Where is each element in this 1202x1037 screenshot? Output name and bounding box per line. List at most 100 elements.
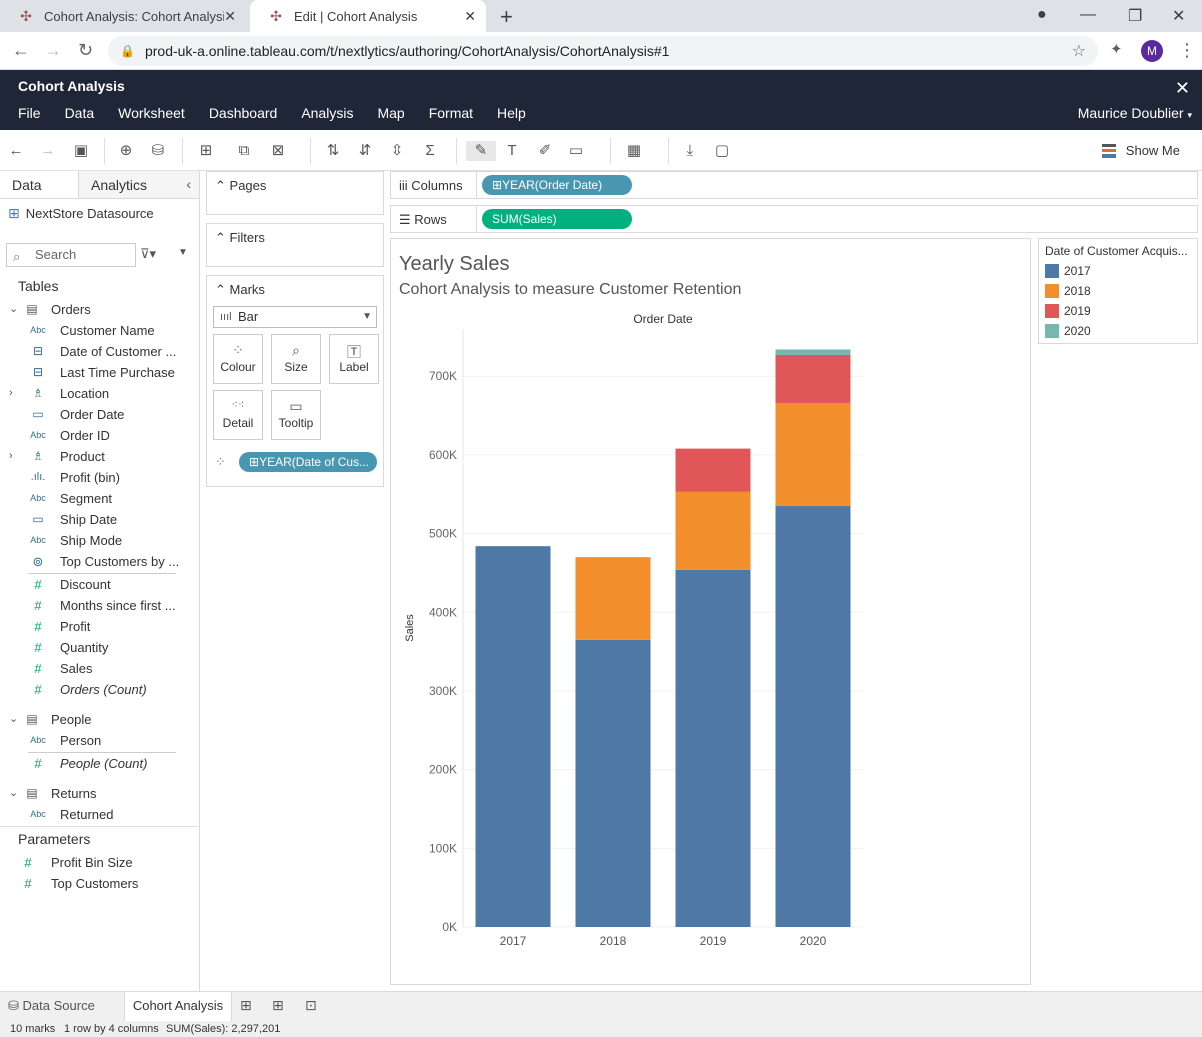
- field-item[interactable]: Abc Customer Name: [0, 320, 200, 341]
- bookmark-star-icon[interactable]: ☆: [1071, 43, 1086, 60]
- field-item[interactable]: Abc Segment: [0, 488, 200, 509]
- columns-shelf[interactable]: iii Columns ⊞YEAR(Order Date): [390, 171, 1198, 199]
- measure-item[interactable]: # Quantity: [0, 637, 200, 658]
- close-tab-icon[interactable]: ✕: [464, 8, 476, 24]
- new-dashboard-tab-icon[interactable]: ⊞: [272, 997, 284, 1013]
- save-icon[interactable]: ▣: [73, 142, 89, 159]
- new-story-tab-icon[interactable]: ⊡: [305, 997, 317, 1013]
- menu-dashboard[interactable]: Dashboard: [208, 105, 278, 121]
- new-datasource-icon[interactable]: ⊕: [119, 142, 133, 159]
- totals-icon[interactable]: Σ: [425, 142, 435, 159]
- table-orders[interactable]: ⌄ ▤ Orders: [0, 299, 200, 320]
- view-options-icon[interactable]: ▼: [178, 247, 188, 258]
- field-item[interactable]: › ♗ Product: [0, 446, 200, 467]
- undo-icon[interactable]: ←: [8, 142, 24, 159]
- menu-map[interactable]: Map: [377, 105, 405, 121]
- tab-data[interactable]: Data: [0, 171, 79, 198]
- swap-icon[interactable]: ⇅: [326, 142, 340, 159]
- detail-button[interactable]: ⁖⁖ Detail: [213, 390, 263, 440]
- new-worksheet-tab-icon[interactable]: ⊞: [240, 997, 252, 1013]
- expand-icon[interactable]: ›: [9, 450, 13, 462]
- collapse-icon[interactable]: ⌄: [9, 713, 19, 725]
- back-icon[interactable]: ←: [12, 40, 30, 60]
- extensions-icon[interactable]: ✦: [1110, 41, 1123, 58]
- table-returns[interactable]: ⌄ ▤ Returns: [0, 783, 200, 804]
- rows-shelf[interactable]: ☰ Rows SUM(Sales): [390, 205, 1198, 233]
- field-item[interactable]: Abc Returned: [0, 804, 200, 825]
- collapse-icon[interactable]: ⌄: [9, 303, 19, 315]
- clear-sheet-icon[interactable]: ⊠: [271, 142, 285, 159]
- new-tab-icon[interactable]: +: [500, 4, 513, 29]
- field-item[interactable]: Abc Order ID: [0, 425, 200, 446]
- data-source-tab[interactable]: ⛁ Data Source: [8, 998, 95, 1014]
- legend-item[interactable]: 2017: [1045, 261, 1091, 281]
- menu-analysis[interactable]: Analysis: [301, 105, 354, 121]
- parameter-item[interactable]: # Top Customers: [0, 873, 200, 894]
- measure-item[interactable]: # Months since first ...: [0, 595, 200, 616]
- redo-icon[interactable]: →: [40, 142, 56, 159]
- parameter-item[interactable]: # Profit Bin Size: [0, 852, 200, 873]
- measure-item[interactable]: # Orders (Count): [0, 679, 200, 700]
- reload-icon[interactable]: ↻: [78, 40, 94, 60]
- sort-ascending-icon[interactable]: ⇵: [358, 142, 372, 159]
- browser-menu-icon[interactable]: ⋮: [1178, 40, 1196, 60]
- tooltip-button[interactable]: ▭ Tooltip: [271, 390, 321, 440]
- pages-card[interactable]: ⌃ Pages: [206, 171, 384, 215]
- duplicate-sheet-icon[interactable]: ⧉: [238, 142, 250, 159]
- show-me-button[interactable]: Show Me: [1101, 143, 1180, 158]
- new-worksheet-icon[interactable]: ⊞: [199, 142, 213, 159]
- search-input[interactable]: ⌕ Search: [6, 243, 136, 267]
- measure-item[interactable]: # People (Count): [0, 753, 200, 774]
- restore-icon[interactable]: ❐: [1128, 8, 1143, 25]
- mark-type-select[interactable]: ıııl Bar ▼: [213, 306, 377, 328]
- field-item[interactable]: ▭ Order Date: [0, 404, 200, 425]
- forward-icon[interactable]: →: [44, 40, 62, 60]
- browser-tab[interactable]: ✣ Cohort Analysis: Cohort Analysis ✕: [0, 0, 246, 32]
- labels-icon[interactable]: T: [507, 142, 517, 159]
- color-legend[interactable]: Date of Customer Acquis... 2017 2018 201…: [1038, 238, 1198, 344]
- tab-analytics[interactable]: Analytics: [79, 171, 199, 198]
- collapse-icon[interactable]: ⌄: [9, 787, 19, 799]
- menu-worksheet[interactable]: Worksheet: [118, 105, 185, 121]
- field-item[interactable]: .ılı. Profit (bin): [0, 467, 200, 488]
- color-field-pill[interactable]: ⊞YEAR(Date of Cus...: [239, 452, 377, 472]
- collapse-icon[interactable]: ⌃: [215, 282, 226, 297]
- close-tab-icon[interactable]: ✕: [224, 8, 236, 24]
- menu-help[interactable]: Help: [497, 105, 526, 121]
- measure-item[interactable]: # Sales: [0, 658, 200, 679]
- field-item[interactable]: ⊟ Date of Customer ...: [0, 341, 200, 362]
- size-button[interactable]: ⌕ Size: [271, 334, 321, 384]
- field-item[interactable]: › ♗ Location: [0, 383, 200, 404]
- colour-button[interactable]: ⁘ Colour: [213, 334, 263, 384]
- menu-file[interactable]: File: [18, 105, 41, 121]
- browser-tab-active[interactable]: ✣ Edit | Cohort Analysis ✕: [250, 0, 486, 32]
- field-item[interactable]: ⊟ Last Time Purchase: [0, 362, 200, 383]
- window-close-icon[interactable]: ✕: [1172, 8, 1186, 25]
- expand-icon[interactable]: ›: [9, 387, 13, 399]
- field-item[interactable]: ▭ Ship Date: [0, 509, 200, 530]
- profile-avatar[interactable]: M: [1141, 40, 1163, 62]
- columns-pill[interactable]: ⊞YEAR(Order Date): [482, 175, 632, 195]
- show-cards-icon[interactable]: ▦: [626, 142, 642, 159]
- legend-item[interactable]: 2018: [1045, 281, 1091, 301]
- filter-fields-icon[interactable]: ⊽▾: [140, 246, 157, 261]
- field-item[interactable]: ⊚ Top Customers by ...: [0, 551, 200, 572]
- label-button[interactable]: 🅃 Label: [329, 334, 379, 384]
- sort-descending-icon[interactable]: ⇳: [390, 142, 404, 159]
- sheet-tab-active[interactable]: Cohort Analysis: [124, 992, 232, 1022]
- collapse-icon[interactable]: ⌃: [215, 178, 226, 193]
- menu-format[interactable]: Format: [428, 105, 474, 121]
- presentation-icon[interactable]: ▢: [714, 142, 730, 159]
- collapse-pane-icon[interactable]: ‹: [186, 176, 191, 192]
- close-editor-icon[interactable]: ✕: [1174, 78, 1190, 98]
- minimize-icon[interactable]: —: [1080, 6, 1096, 23]
- download-icon[interactable]: ⤓: [686, 142, 694, 159]
- url-field[interactable]: 🔒 prod-uk-a.online.tableau.com/t/nextlyt…: [108, 36, 1098, 66]
- refresh-datasource-icon[interactable]: ⛁: [151, 142, 165, 159]
- filters-card[interactable]: ⌃ Filters: [206, 223, 384, 267]
- format-icon[interactable]: ✐: [538, 142, 552, 159]
- fit-icon[interactable]: ▭: [568, 142, 584, 159]
- user-menu[interactable]: Maurice Doublier ▾: [1078, 105, 1192, 121]
- menu-data[interactable]: Data: [64, 105, 95, 121]
- table-people[interactable]: ⌄ ▤ People: [0, 709, 200, 730]
